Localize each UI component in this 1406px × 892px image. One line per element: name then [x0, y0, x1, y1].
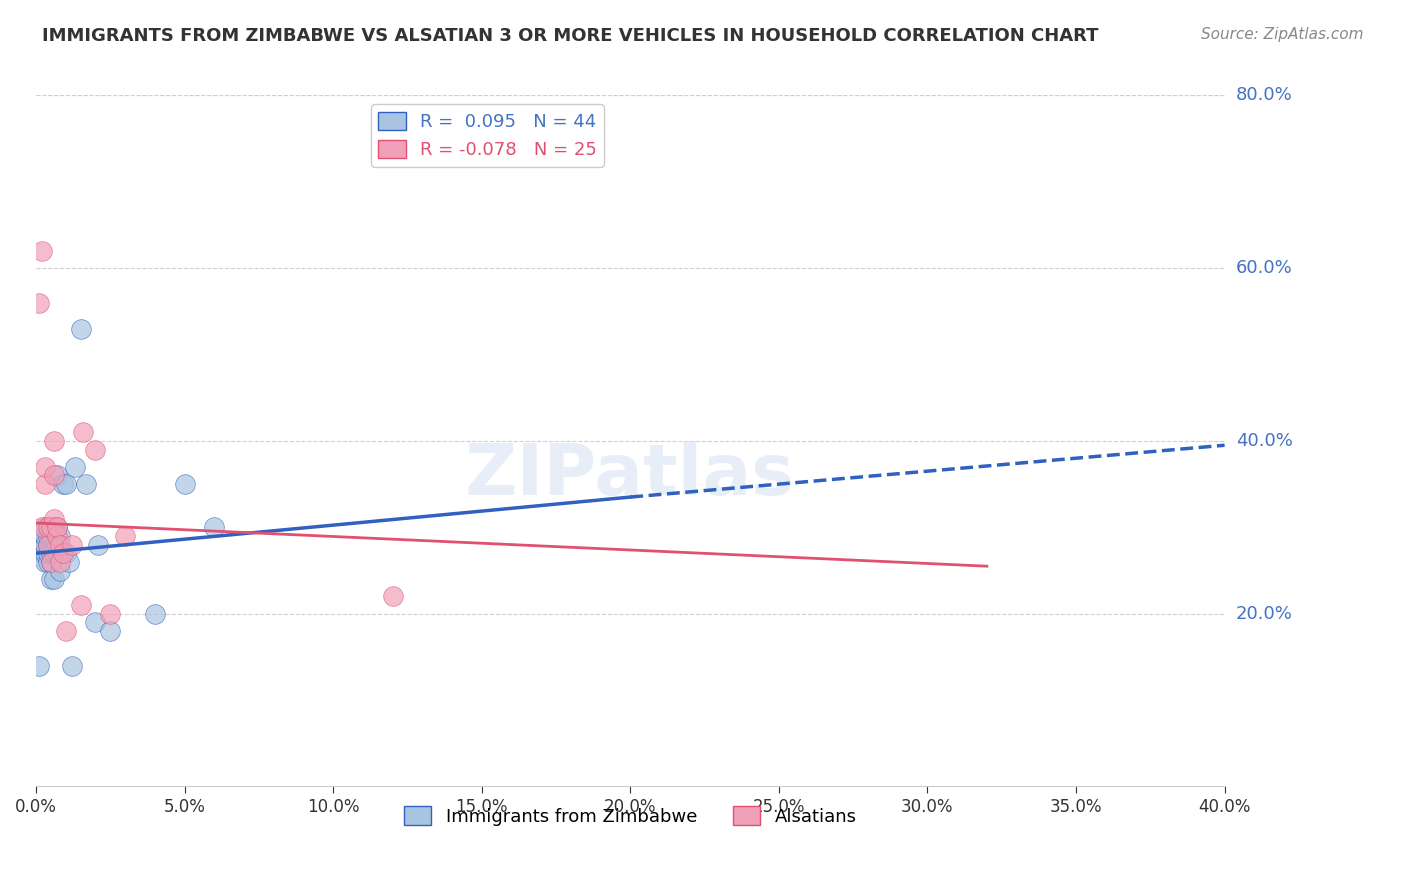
Point — [42, 434, 65, 448]
Point — [42, 546, 65, 560]
Point — [87, 538, 110, 552]
Point — [28, 295, 51, 310]
Text: Source: ZipAtlas.com: Source: ZipAtlas.com — [1201, 27, 1364, 42]
Point — [55, 477, 77, 491]
Point — [84, 615, 107, 630]
Point — [31, 520, 53, 534]
Point — [42, 520, 65, 534]
Point — [37, 538, 59, 552]
Point — [39, 555, 62, 569]
Point — [34, 477, 56, 491]
Point — [28, 658, 51, 673]
Point — [45, 546, 67, 560]
Point — [34, 538, 56, 552]
Point — [39, 520, 62, 534]
Point — [34, 538, 56, 552]
Point — [63, 459, 86, 474]
Point — [37, 546, 59, 560]
Point — [39, 555, 62, 569]
Point — [37, 555, 59, 569]
Text: 20.0%: 20.0% — [1236, 605, 1292, 623]
Point — [58, 555, 80, 569]
Point — [31, 538, 53, 552]
Point — [39, 572, 62, 586]
Point — [42, 572, 65, 586]
Point — [381, 590, 404, 604]
Point — [72, 425, 94, 440]
Point — [60, 658, 83, 673]
Point — [45, 468, 67, 483]
Point — [98, 607, 121, 621]
Point — [69, 321, 91, 335]
Point — [37, 538, 59, 552]
Point — [34, 546, 56, 560]
Point — [52, 546, 75, 560]
Point — [55, 546, 77, 560]
Point — [48, 555, 70, 569]
Point — [60, 538, 83, 552]
Point — [202, 520, 225, 534]
Point — [42, 468, 65, 483]
Text: IMMIGRANTS FROM ZIMBABWE VS ALSATIAN 3 OR MORE VEHICLES IN HOUSEHOLD CORRELATION: IMMIGRANTS FROM ZIMBABWE VS ALSATIAN 3 O… — [42, 27, 1098, 45]
Point — [45, 538, 67, 552]
Point — [42, 538, 65, 552]
Point — [34, 529, 56, 543]
Point — [31, 244, 53, 258]
Point — [45, 529, 67, 543]
Point — [45, 520, 67, 534]
Point — [34, 520, 56, 534]
Text: ZIPatlas: ZIPatlas — [465, 441, 796, 510]
Point — [42, 511, 65, 525]
Point — [45, 520, 67, 534]
Point — [173, 477, 195, 491]
Point — [31, 546, 53, 560]
Text: 60.0%: 60.0% — [1236, 260, 1292, 277]
Point — [48, 564, 70, 578]
Point — [34, 459, 56, 474]
Point — [75, 477, 97, 491]
Point — [55, 624, 77, 638]
Point — [39, 520, 62, 534]
Point — [39, 529, 62, 543]
Point — [37, 529, 59, 543]
Point — [84, 442, 107, 457]
Legend: Immigrants from Zimbabwe, Alsatians: Immigrants from Zimbabwe, Alsatians — [396, 799, 863, 833]
Point — [114, 529, 136, 543]
Point — [39, 546, 62, 560]
Point — [69, 598, 91, 612]
Point — [98, 624, 121, 638]
Text: 40.0%: 40.0% — [1236, 432, 1292, 450]
Point — [39, 538, 62, 552]
Point — [52, 477, 75, 491]
Point — [143, 607, 166, 621]
Point — [37, 520, 59, 534]
Point — [37, 520, 59, 534]
Point — [48, 538, 70, 552]
Point — [34, 555, 56, 569]
Text: 80.0%: 80.0% — [1236, 87, 1292, 104]
Point — [48, 529, 70, 543]
